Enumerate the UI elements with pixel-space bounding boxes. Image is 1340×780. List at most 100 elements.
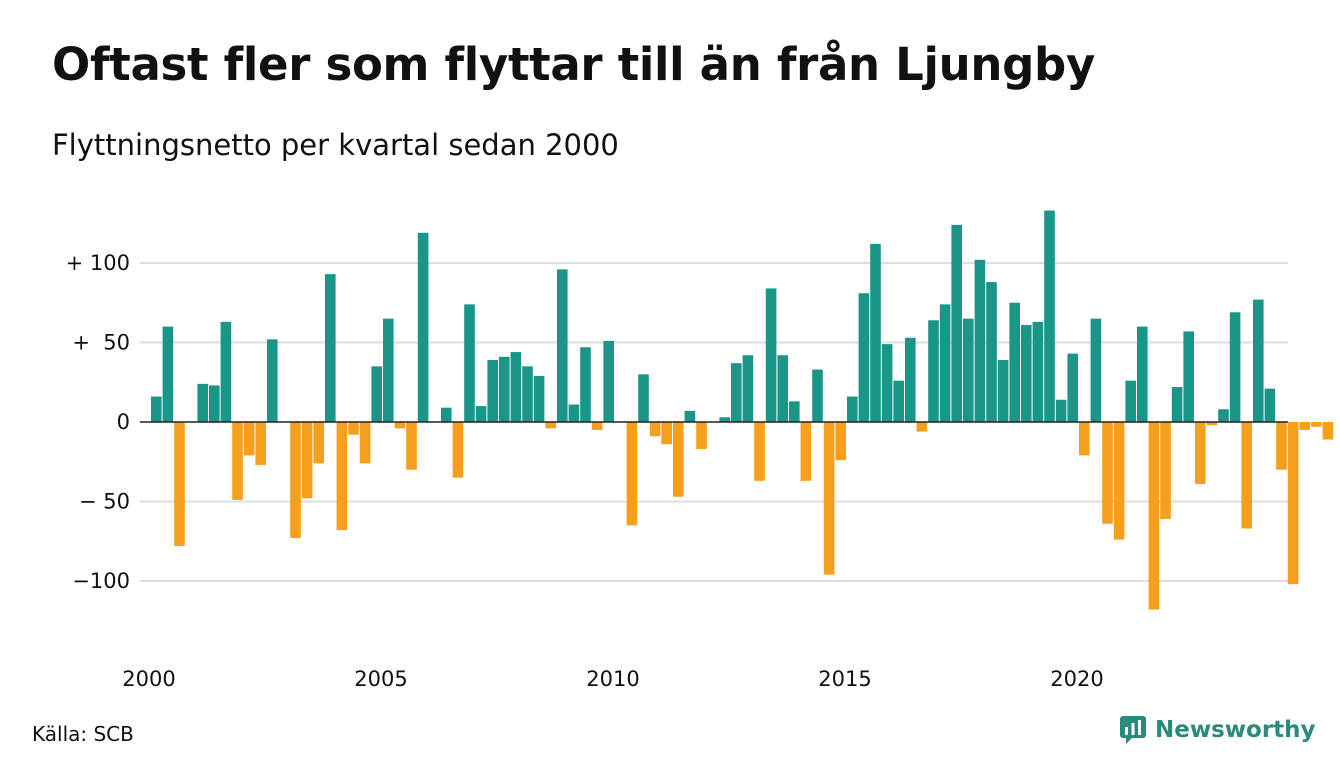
chart-subtitle: Flyttningsnetto per kvartal sedan 2000 [52, 128, 619, 162]
bar [1055, 399, 1067, 422]
bar [916, 422, 928, 432]
bar [649, 422, 661, 437]
bar [1137, 326, 1148, 422]
bar [1090, 318, 1102, 422]
bar [522, 366, 533, 422]
bar [591, 422, 603, 430]
bar [174, 422, 185, 547]
bar [835, 422, 846, 461]
bar [1322, 422, 1334, 440]
bar [603, 340, 614, 422]
bar [301, 422, 313, 499]
bar [974, 259, 986, 422]
bar [220, 321, 232, 422]
bar [348, 422, 359, 435]
bars [151, 210, 1334, 610]
bar [267, 339, 278, 422]
bar [1264, 388, 1276, 422]
bar [1148, 422, 1160, 610]
bar [905, 337, 916, 422]
bar [232, 422, 243, 500]
bar [487, 359, 498, 422]
bar [475, 406, 487, 422]
bar [765, 288, 777, 422]
x-tick-label: 2005 [354, 667, 407, 691]
bar [951, 224, 962, 422]
x-tick-label: 2010 [586, 667, 639, 691]
bar [313, 422, 324, 464]
bar [371, 366, 382, 422]
bar [1287, 422, 1299, 585]
bar [638, 374, 649, 422]
bar [661, 422, 672, 445]
bar [939, 304, 951, 422]
bar [1183, 331, 1194, 422]
bar [626, 422, 638, 526]
bar [881, 344, 893, 422]
y-axis-ticks: + 100 + 50 0 − 50 −100 [66, 251, 130, 593]
y-tick-label: − 50 [79, 490, 130, 514]
bar [1206, 422, 1218, 426]
bar [812, 369, 823, 422]
newsworthy-logo: Newsworthy [1119, 714, 1316, 746]
bar [545, 422, 556, 429]
y-tick-label: −100 [72, 569, 130, 593]
bar [1311, 422, 1322, 427]
bar [963, 318, 974, 422]
bar [1125, 380, 1136, 422]
x-tick-label: 2000 [122, 667, 175, 691]
chart-title: Oftast fler som flyttar till än från Lju… [52, 38, 1095, 91]
bar [359, 422, 371, 464]
bar [533, 375, 545, 422]
bar [452, 422, 464, 478]
bar [731, 363, 742, 422]
bar [406, 422, 417, 470]
bar [777, 355, 788, 422]
bar [383, 318, 394, 422]
bar [568, 404, 580, 422]
x-tick-label: 2020 [1050, 667, 1103, 691]
y-tick-label: + 50 [72, 331, 130, 355]
bar [1067, 353, 1078, 422]
bar [1032, 321, 1044, 422]
bar [673, 422, 684, 497]
bar [510, 352, 522, 422]
bar [719, 417, 730, 422]
bar [441, 407, 452, 422]
bar [847, 396, 858, 422]
bar [464, 304, 475, 422]
bar [1009, 302, 1020, 422]
bar [557, 269, 568, 422]
bar [696, 422, 707, 450]
bar [499, 356, 510, 422]
bar [1044, 210, 1055, 422]
brand-name: Newsworthy [1155, 717, 1316, 743]
bar [336, 422, 348, 531]
bar [1171, 387, 1183, 422]
bar [1241, 422, 1252, 529]
x-axis-ticks: 2000 2005 2010 2015 2020 [122, 667, 1103, 691]
bar [742, 355, 754, 422]
bar [209, 385, 220, 422]
y-tick-label: + 100 [66, 251, 130, 275]
bar [1102, 422, 1113, 524]
bar [986, 282, 997, 422]
bar [417, 232, 429, 422]
bar [789, 401, 800, 422]
bar [1229, 312, 1241, 422]
bar [394, 422, 406, 429]
y-tick-label: 0 [117, 410, 130, 434]
source-note: Källa: SCB [32, 722, 134, 746]
bar [893, 380, 904, 422]
bar [290, 422, 301, 539]
bar [928, 320, 939, 422]
bar [858, 293, 870, 422]
bar [1299, 422, 1310, 430]
bar [1195, 422, 1206, 485]
bar [580, 347, 591, 422]
bar [1253, 299, 1264, 422]
bar [1113, 422, 1125, 540]
x-tick-label: 2015 [818, 667, 871, 691]
bar [197, 383, 208, 422]
